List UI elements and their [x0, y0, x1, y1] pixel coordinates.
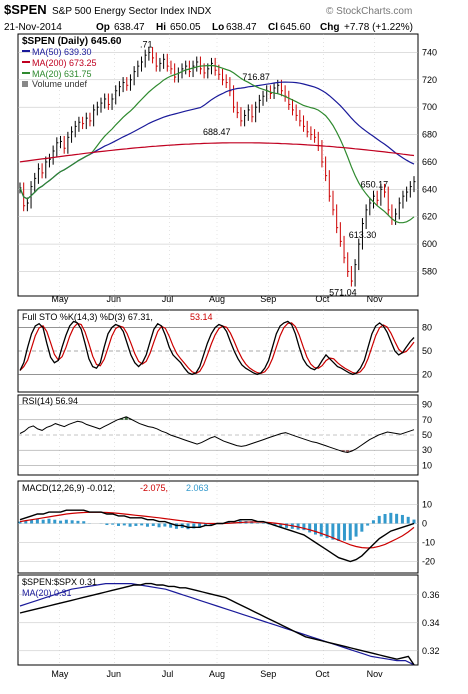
stoch-tick-label: 80	[422, 323, 432, 333]
ratio-tick-label: 0.36	[422, 590, 440, 600]
price-tick-label: 660	[422, 157, 437, 167]
high-label: Hi	[156, 22, 166, 33]
low-value: 638.47	[226, 22, 257, 33]
price-series	[19, 46, 416, 287]
open-value: 638.47	[114, 22, 145, 33]
macd-signal-label: -2.075,	[140, 483, 168, 493]
macd-line	[19, 509, 415, 563]
macd-series	[18, 509, 416, 563]
legend-ma200: MA(200) 673.25	[32, 58, 97, 68]
ratio-line	[19, 582, 415, 666]
month-label-bottom: Jun	[107, 669, 122, 679]
rsi-label: RSI(14) 56.94	[22, 396, 78, 406]
rsi-tick-label: 30	[422, 445, 432, 455]
month-label-bottom: Aug	[209, 669, 225, 679]
ratio-series	[19, 582, 415, 666]
price-tick-label: 720	[422, 75, 437, 85]
rsi-line	[19, 416, 415, 454]
change-value: +7.78 (+1.22%)	[344, 22, 413, 33]
price-annotation: .71	[140, 39, 153, 49]
price-annotation: 613.30	[349, 230, 377, 240]
ma50-line	[19, 81, 415, 200]
price-tick-label: 600	[422, 239, 437, 249]
open-label: Op	[96, 22, 110, 33]
macd-panel	[17, 480, 419, 574]
price-annotation: 650.17	[361, 179, 389, 189]
chart-symbol: $SPEN	[4, 2, 47, 17]
rsi-tick-label: 70	[422, 415, 432, 425]
macd-tick-label: 10	[422, 500, 432, 510]
ratio-tick-label: 0.32	[422, 646, 440, 656]
change-label: Chg	[320, 22, 339, 33]
legend-volume-swatch	[22, 81, 28, 87]
stoch-k-line	[19, 320, 415, 376]
price-tick-label: 620	[422, 212, 437, 222]
price-tick-label: 700	[422, 102, 437, 112]
rsi-tick-label: 10	[422, 460, 432, 470]
stochastics-series	[19, 320, 415, 376]
price-annotation: 688.47	[203, 127, 231, 137]
stoch-d-line	[19, 322, 415, 375]
ratio-panel	[17, 574, 419, 666]
rsi-series	[19, 416, 415, 454]
stoch-tick-label: 20	[422, 369, 432, 379]
price-annotation: 716.87	[242, 72, 270, 82]
legend-volume: Volume undef	[32, 79, 88, 89]
month-label-bottom: May	[51, 669, 69, 679]
ratio-tick-label: 0.34	[422, 618, 440, 628]
axis-labels: 580600620640660680700720740716.87688.476…	[51, 39, 439, 679]
month-label-top: Aug	[209, 294, 225, 304]
ratio-label: $SPEN:$SPX 0.31	[22, 577, 97, 587]
month-label-bottom: Nov	[367, 669, 384, 679]
month-label-top: Sep	[260, 294, 276, 304]
chart-title: S&P 500 Energy Sector Index INDX	[52, 6, 212, 17]
macd-tick-label: -10	[422, 538, 435, 548]
rsi-tick-label: 50	[422, 430, 432, 440]
price-panel	[17, 33, 419, 297]
ratio-ma-line	[19, 582, 415, 666]
ma200-line	[19, 142, 415, 163]
close-value: 645.60	[280, 22, 311, 33]
price-tick-label: 640	[422, 184, 437, 194]
macd-tick-label: 0	[422, 519, 427, 529]
ratio-ma-label: MA(20) 0.31	[22, 588, 72, 598]
price-tick-label: 680	[422, 130, 437, 140]
legend-price: $SPEN (Daily) 645.60	[22, 36, 122, 47]
month-label-top: Jun	[107, 294, 122, 304]
legend-ma20: MA(20) 631.75	[32, 69, 92, 79]
price-tick-label: 580	[422, 266, 437, 276]
stoch-label-d: 53.14	[190, 312, 213, 322]
month-label-bottom: Sep	[260, 669, 276, 679]
legend-ma50: MA(50) 639.30	[32, 47, 92, 57]
watermark: © StockCharts.com	[326, 6, 412, 17]
price-tick-label: 740	[422, 47, 437, 57]
month-label-bottom: Oct	[315, 669, 330, 679]
stoch-label: Full STO %K(14,3) %D(3) 67.31,	[22, 312, 153, 322]
ma20-line	[19, 64, 415, 224]
macd-tick-label: -20	[422, 557, 435, 567]
month-label-bottom: Jul	[162, 669, 174, 679]
rsi-tick-label: 90	[422, 400, 432, 410]
stoch-tick-label: 50	[422, 346, 432, 356]
price-annotation: 571.04	[329, 288, 357, 298]
month-label-top: Nov	[367, 294, 384, 304]
month-label-top: May	[51, 294, 69, 304]
month-label-top: Oct	[315, 294, 330, 304]
low-label: Lo	[212, 22, 224, 33]
macd-label: MACD(12,26,9) -0.012,	[22, 483, 115, 493]
close-label: Cl	[268, 22, 278, 33]
month-label-top: Jul	[162, 294, 174, 304]
chart-date: 21-Nov-2014	[4, 22, 62, 33]
high-value: 650.05	[170, 22, 201, 33]
macd-hist-label: 2.063	[186, 483, 209, 493]
